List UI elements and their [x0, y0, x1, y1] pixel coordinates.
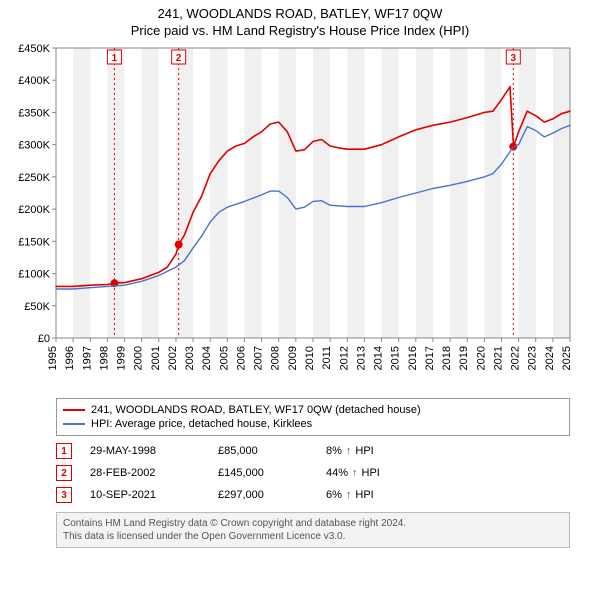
svg-text:2: 2 — [176, 53, 182, 64]
svg-text:1997: 1997 — [81, 346, 93, 370]
event-marker-3: 3 — [56, 487, 72, 503]
svg-text:2012: 2012 — [338, 346, 350, 370]
svg-text:2017: 2017 — [424, 346, 436, 370]
legend-item-1: 241, WOODLANDS ROAD, BATLEY, WF17 0QW (d… — [63, 403, 563, 417]
event-row-1: 1 29-MAY-1998 £85,000 8% ↑ HPI — [56, 440, 570, 462]
legend-label-1: 241, WOODLANDS ROAD, BATLEY, WF17 0QW (d… — [91, 404, 421, 416]
svg-text:£200K: £200K — [18, 204, 50, 216]
event-pct-3: 6% — [326, 489, 342, 501]
chart-title: 241, WOODLANDS ROAD, BATLEY, WF17 0QW — [0, 0, 600, 21]
svg-text:2023: 2023 — [527, 346, 539, 370]
svg-text:1996: 1996 — [64, 346, 76, 370]
svg-text:£250K: £250K — [18, 172, 50, 184]
svg-text:2014: 2014 — [373, 346, 385, 370]
svg-text:2016: 2016 — [407, 346, 419, 370]
event-price-2: £145,000 — [218, 467, 308, 479]
arrow-up-icon: ↑ — [346, 489, 352, 501]
legend-label-2: HPI: Average price, detached house, Kirk… — [91, 418, 312, 430]
svg-text:2013: 2013 — [355, 346, 367, 370]
event-suffix-1: HPI — [355, 445, 373, 457]
arrow-up-icon: ↑ — [352, 467, 358, 479]
events-list: 1 29-MAY-1998 £85,000 8% ↑ HPI 2 28-FEB-… — [56, 440, 570, 506]
svg-text:2011: 2011 — [321, 346, 333, 370]
svg-text:2003: 2003 — [184, 346, 196, 370]
svg-text:2025: 2025 — [561, 346, 573, 370]
event-date-3: 10-SEP-2021 — [90, 489, 200, 501]
event-pct-2: 44% — [326, 467, 348, 479]
svg-text:1: 1 — [112, 53, 118, 64]
legend-swatch-2 — [63, 423, 85, 425]
svg-text:2001: 2001 — [150, 346, 162, 370]
svg-text:£450K: £450K — [18, 43, 50, 55]
svg-text:1998: 1998 — [98, 346, 110, 370]
svg-text:£50K: £50K — [24, 301, 50, 313]
chart-svg: £0 £50K £100K £150K £200K £250K £300K £350K £400… — [0, 42, 600, 387]
event-suffix-3: HPI — [355, 489, 373, 501]
svg-text:£300K: £300K — [18, 140, 50, 152]
svg-text:£150K: £150K — [18, 236, 50, 248]
svg-text:1995: 1995 — [47, 346, 59, 370]
svg-text:2006: 2006 — [235, 346, 247, 370]
svg-text:2015: 2015 — [390, 346, 402, 370]
chart-subtitle: Price paid vs. HM Land Registry's House … — [0, 21, 600, 42]
svg-text:2009: 2009 — [287, 346, 299, 370]
event-row-3: 3 10-SEP-2021 £297,000 6% ↑ HPI — [56, 484, 570, 506]
svg-text:2018: 2018 — [441, 346, 453, 370]
chart-plot-area: £0 £50K £100K £150K £200K £250K £300K £350K £400… — [0, 42, 600, 392]
svg-text:2005: 2005 — [218, 346, 230, 370]
arrow-up-icon: ↑ — [346, 445, 352, 457]
event-price-1: £85,000 — [218, 445, 308, 457]
event-date-2: 28-FEB-2002 — [90, 467, 200, 479]
event-hpi-3: 6% ↑ HPI — [326, 489, 374, 501]
event-marker-1: 1 — [56, 443, 72, 459]
footer-attribution: Contains HM Land Registry data © Crown c… — [56, 512, 570, 548]
event-price-3: £297,000 — [218, 489, 308, 501]
footer-line-1: Contains HM Land Registry data © Crown c… — [63, 517, 563, 530]
svg-text:2019: 2019 — [458, 346, 470, 370]
svg-text:2010: 2010 — [304, 346, 316, 370]
event-date-1: 29-MAY-1998 — [90, 445, 200, 457]
svg-text:3: 3 — [511, 53, 517, 64]
svg-text:2002: 2002 — [167, 346, 179, 370]
svg-text:2020: 2020 — [475, 346, 487, 370]
svg-text:2021: 2021 — [492, 346, 504, 370]
svg-text:2000: 2000 — [133, 346, 145, 370]
event-suffix-2: HPI — [362, 467, 380, 479]
event-marker-2: 2 — [56, 465, 72, 481]
svg-text:£350K: £350K — [18, 107, 50, 119]
svg-text:£100K: £100K — [18, 269, 50, 281]
svg-text:1999: 1999 — [116, 346, 128, 370]
legend-swatch-1 — [63, 409, 85, 411]
svg-text:£400K: £400K — [18, 75, 50, 87]
legend: 241, WOODLANDS ROAD, BATLEY, WF17 0QW (d… — [56, 398, 570, 436]
svg-text:2024: 2024 — [544, 346, 556, 370]
event-hpi-1: 8% ↑ HPI — [326, 445, 374, 457]
svg-text:2007: 2007 — [253, 346, 265, 370]
footer-line-2: This data is licensed under the Open Gov… — [63, 530, 563, 543]
svg-text:2008: 2008 — [270, 346, 282, 370]
svg-text:2022: 2022 — [510, 346, 522, 370]
event-pct-1: 8% — [326, 445, 342, 457]
svg-text:£0: £0 — [38, 333, 50, 345]
svg-text:2004: 2004 — [201, 346, 213, 370]
legend-item-2: HPI: Average price, detached house, Kirk… — [63, 417, 563, 431]
chart-container: 241, WOODLANDS ROAD, BATLEY, WF17 0QW Pr… — [0, 0, 600, 590]
event-row-2: 2 28-FEB-2002 £145,000 44% ↑ HPI — [56, 462, 570, 484]
event-hpi-2: 44% ↑ HPI — [326, 467, 380, 479]
